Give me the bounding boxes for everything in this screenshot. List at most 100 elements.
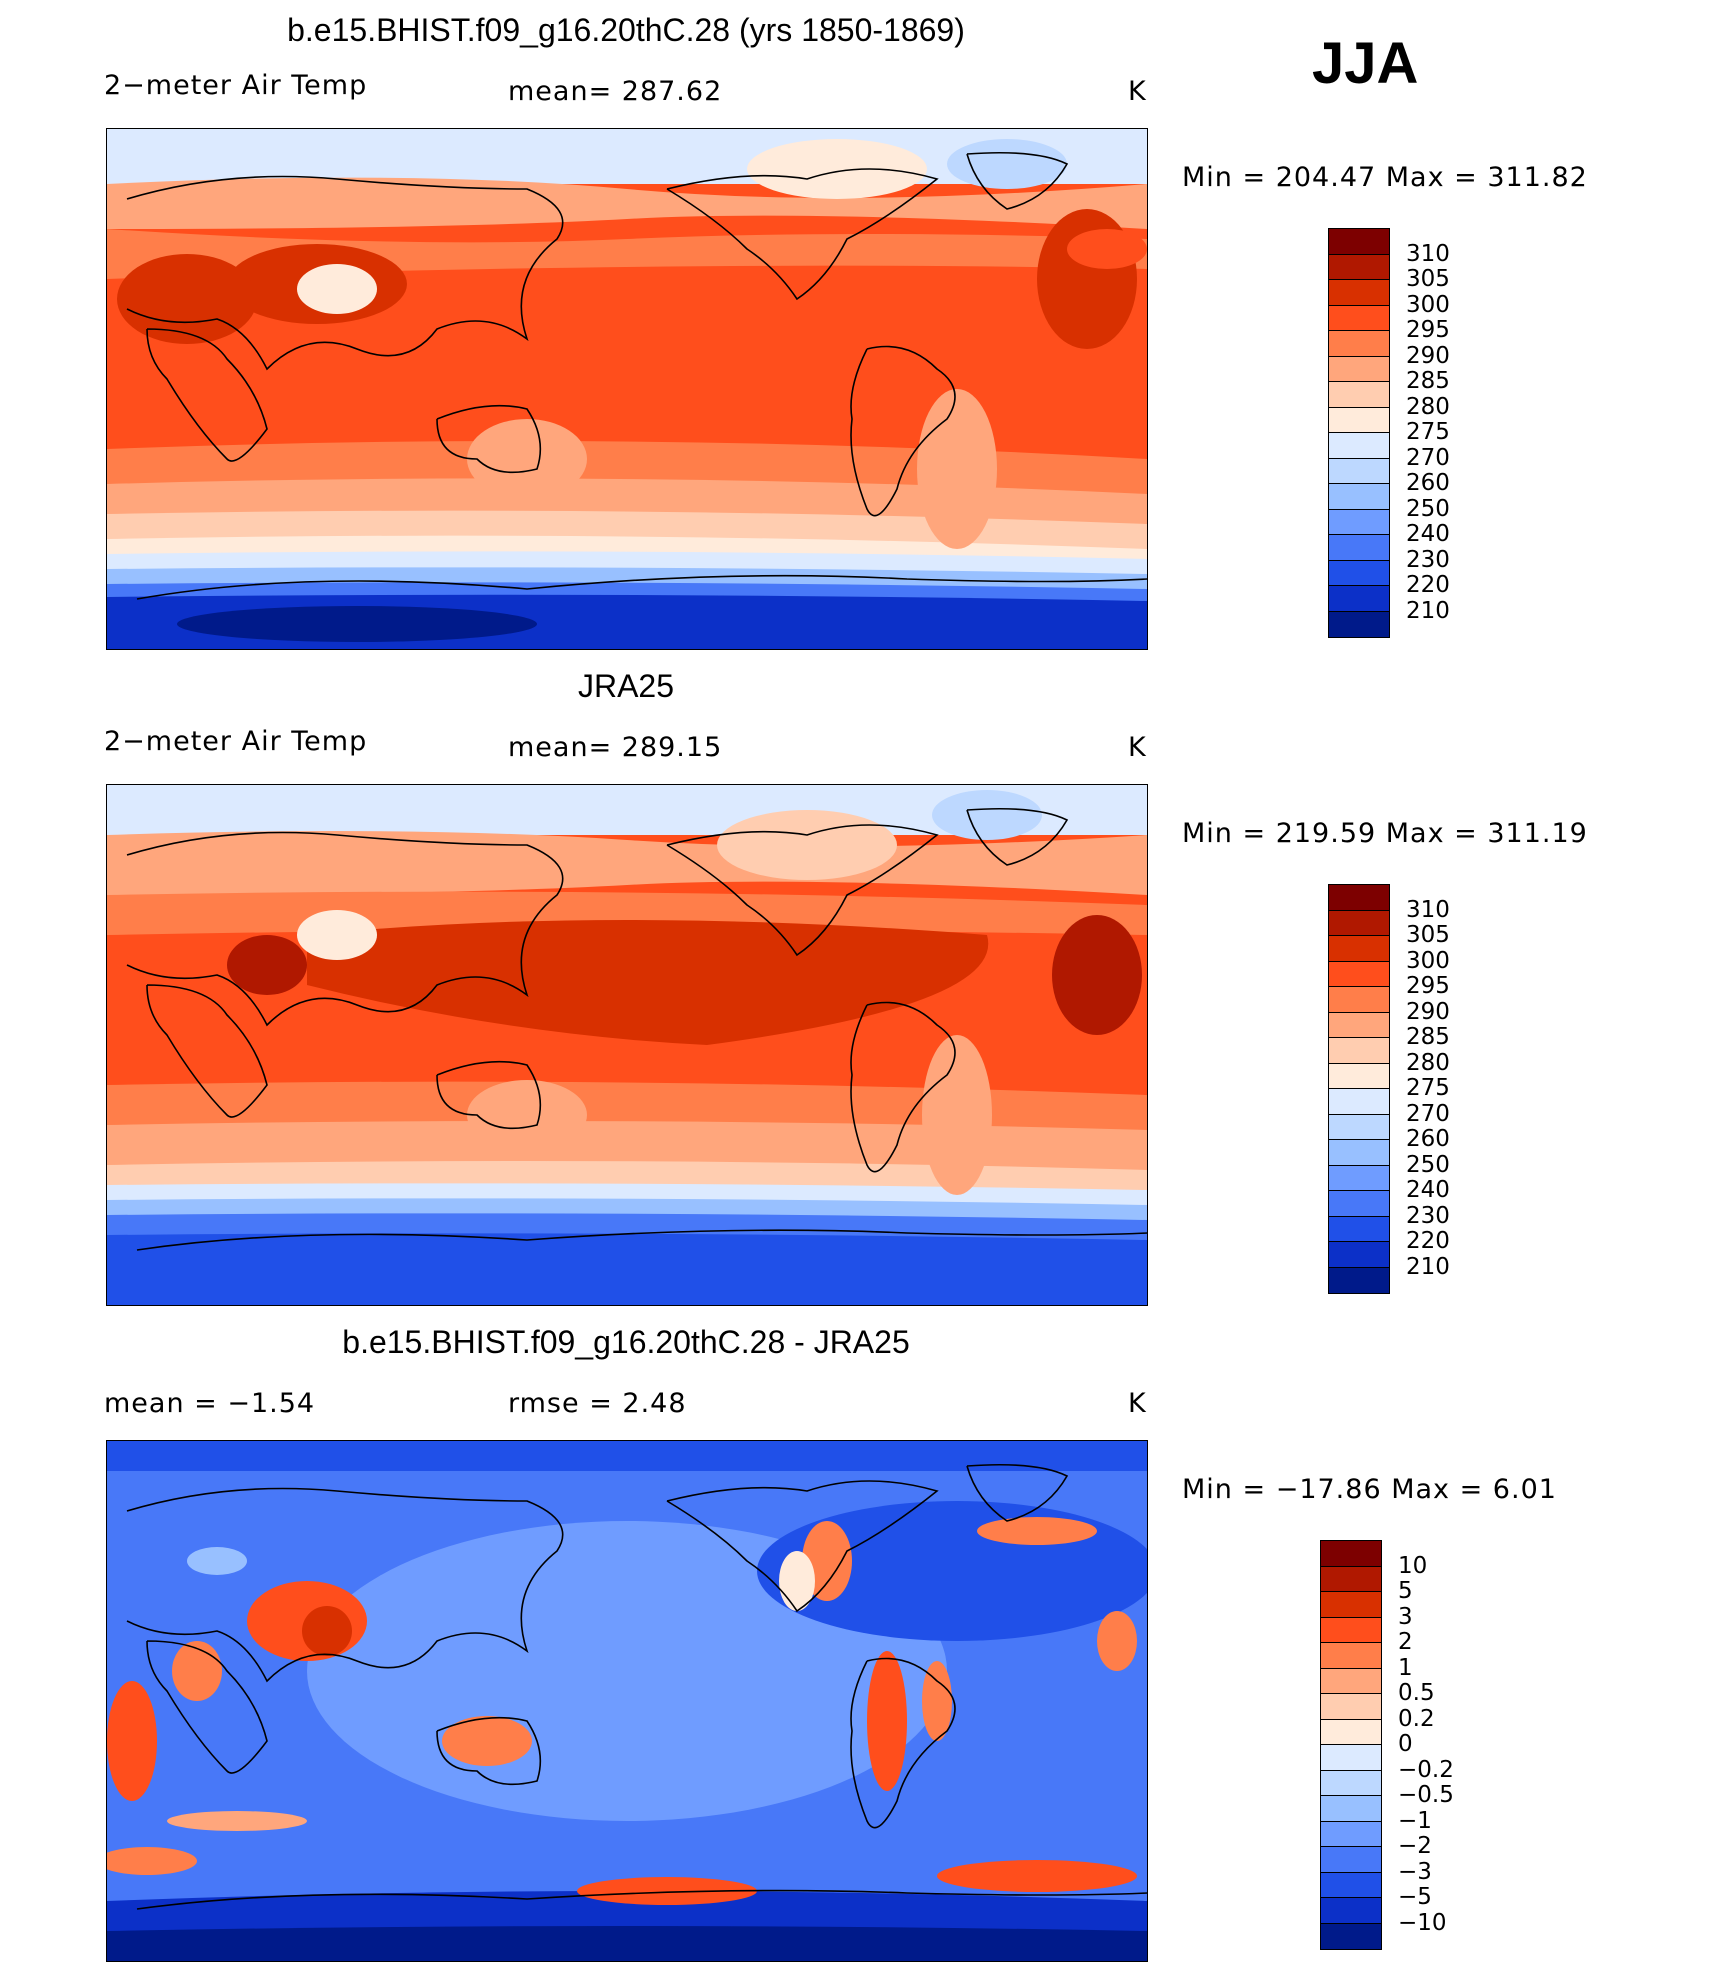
legend-color-box [1321,1796,1381,1822]
legend-color-box [1329,885,1389,911]
legend-tick-label: 270 [1406,444,1450,471]
legend-tick-label: 210 [1406,597,1450,624]
legend-color-box [1329,961,1389,987]
panel2-map [106,784,1148,1306]
legend-tick-label: 260 [1406,470,1450,496]
legend-color-box [1329,535,1389,561]
legend-color-box [1329,407,1389,433]
panel3-units: K [1128,1388,1147,1419]
panel2-minmax: Min = 219.59 Max = 311.19 [1182,818,1588,849]
legend-tick-label: −3 [1398,1858,1432,1885]
legend-color-box [1321,1770,1381,1796]
legend-tick-label: 310 [1406,240,1450,267]
legend-tick-label: 295 [1406,317,1450,343]
legend-tick-label: −0.5 [1398,1782,1454,1808]
legend-color-box [1329,1089,1389,1115]
panel3-map [106,1440,1148,1962]
legend-tick-label: 295 [1406,973,1450,999]
legend-tick-label: 305 [1406,922,1450,948]
legend-tick-label: 300 [1406,947,1450,974]
legend-tick-label: 310 [1406,896,1450,923]
legend-color-box [1321,1821,1381,1847]
legend-color-box [1329,1191,1389,1217]
legend-tick-label: 275 [1406,419,1450,445]
legend-color-box [1329,356,1389,382]
legend-tick-label: 280 [1406,1049,1450,1076]
panel1-left-label: 2−meter Air Temp [104,70,368,101]
panel3-left-label: mean = −1.54 [104,1388,316,1419]
legend-color-box [1329,910,1389,936]
legend-color-box [1321,1566,1381,1592]
legend-color-box [1329,1038,1389,1064]
panel2-left-label: 2−meter Air Temp [104,726,368,757]
legend-tick-label: 250 [1406,495,1450,522]
legend-color-box [1329,280,1389,306]
legend-color-box [1329,560,1389,586]
legend-tick-label: −5 [1398,1884,1432,1910]
legend-tick-label: 275 [1406,1075,1450,1101]
legend-color-box [1329,611,1389,637]
panel2-map-plot [107,785,1147,1305]
legend-tick-label: 220 [1406,572,1450,598]
legend-tick-label: 0.5 [1398,1680,1435,1706]
legend-tick-label: 230 [1406,546,1450,573]
legend-color-box [1329,458,1389,484]
legend-color-box [1329,1140,1389,1166]
legend-tick-label: 305 [1406,266,1450,292]
legend-tick-label: 210 [1406,1253,1450,1280]
legend-tick-label: 290 [1406,998,1450,1025]
legend-tick-label: 280 [1406,393,1450,420]
legend-tick-label: −2 [1398,1833,1432,1859]
legend-color-box [1321,1745,1381,1771]
panel3-legend [1320,1540,1382,1950]
legend-tick-label: 220 [1406,1228,1450,1254]
legend-color-box [1329,229,1389,255]
legend-color-box [1329,1114,1389,1140]
legend-color-box [1329,1267,1389,1293]
legend-color-box [1329,1242,1389,1268]
legend-color-box [1329,382,1389,408]
panel1-minmax: Min = 204.47 Max = 311.82 [1182,162,1588,193]
legend-color-box [1329,1165,1389,1191]
legend-tick-label: 5 [1398,1578,1413,1604]
legend-color-box [1321,1847,1381,1873]
legend-color-box [1321,1872,1381,1898]
legend-tick-label: 250 [1406,1151,1450,1178]
panel2-center-label: mean= 289.15 [508,732,723,763]
panel2-units: K [1128,732,1147,763]
legend-color-box [1329,1063,1389,1089]
legend-color-box [1329,254,1389,280]
legend-tick-label: −10 [1398,1909,1447,1936]
legend-tick-label: 240 [1406,521,1450,547]
legend-color-box [1329,433,1389,459]
legend-tick-label: 10 [1398,1552,1428,1579]
legend-color-box [1321,1643,1381,1669]
panel1-map-plot [107,129,1147,649]
legend-color-box [1329,1216,1389,1242]
legend-color-box [1321,1592,1381,1618]
legend-tick-label: 0 [1398,1731,1413,1757]
panel3-center-label: rmse = 2.48 [508,1388,687,1419]
legend-color-box [1329,936,1389,962]
season-label: JJA [1312,31,1419,96]
legend-color-box [1321,1923,1381,1949]
panel1-title: b.e15.BHIST.f09_g16.20thC.28 (yrs 1850-1… [287,12,965,48]
legend-color-box [1329,484,1389,510]
panel2-legend [1328,884,1390,1294]
legend-color-box [1321,1668,1381,1694]
legend-tick-label: 240 [1406,1177,1450,1203]
legend-tick-label: 1 [1398,1654,1413,1681]
legend-tick-label: 2 [1398,1629,1413,1655]
panel3-title: b.e15.BHIST.f09_g16.20thC.28 - JRA25 [342,1324,910,1360]
legend-color-box [1321,1898,1381,1924]
legend-tick-label: −0.2 [1398,1756,1454,1783]
legend-tick-label: 230 [1406,1202,1450,1229]
panel3-minmax: Min = −17.86 Max = 6.01 [1182,1474,1557,1505]
legend-tick-label: 270 [1406,1100,1450,1127]
legend-color-box [1321,1719,1381,1745]
legend-color-box [1329,509,1389,535]
legend-color-box [1329,987,1389,1013]
panel1-units: K [1128,76,1147,107]
panel1-center-label: mean= 287.62 [508,76,723,107]
legend-tick-label: 285 [1406,1024,1450,1050]
